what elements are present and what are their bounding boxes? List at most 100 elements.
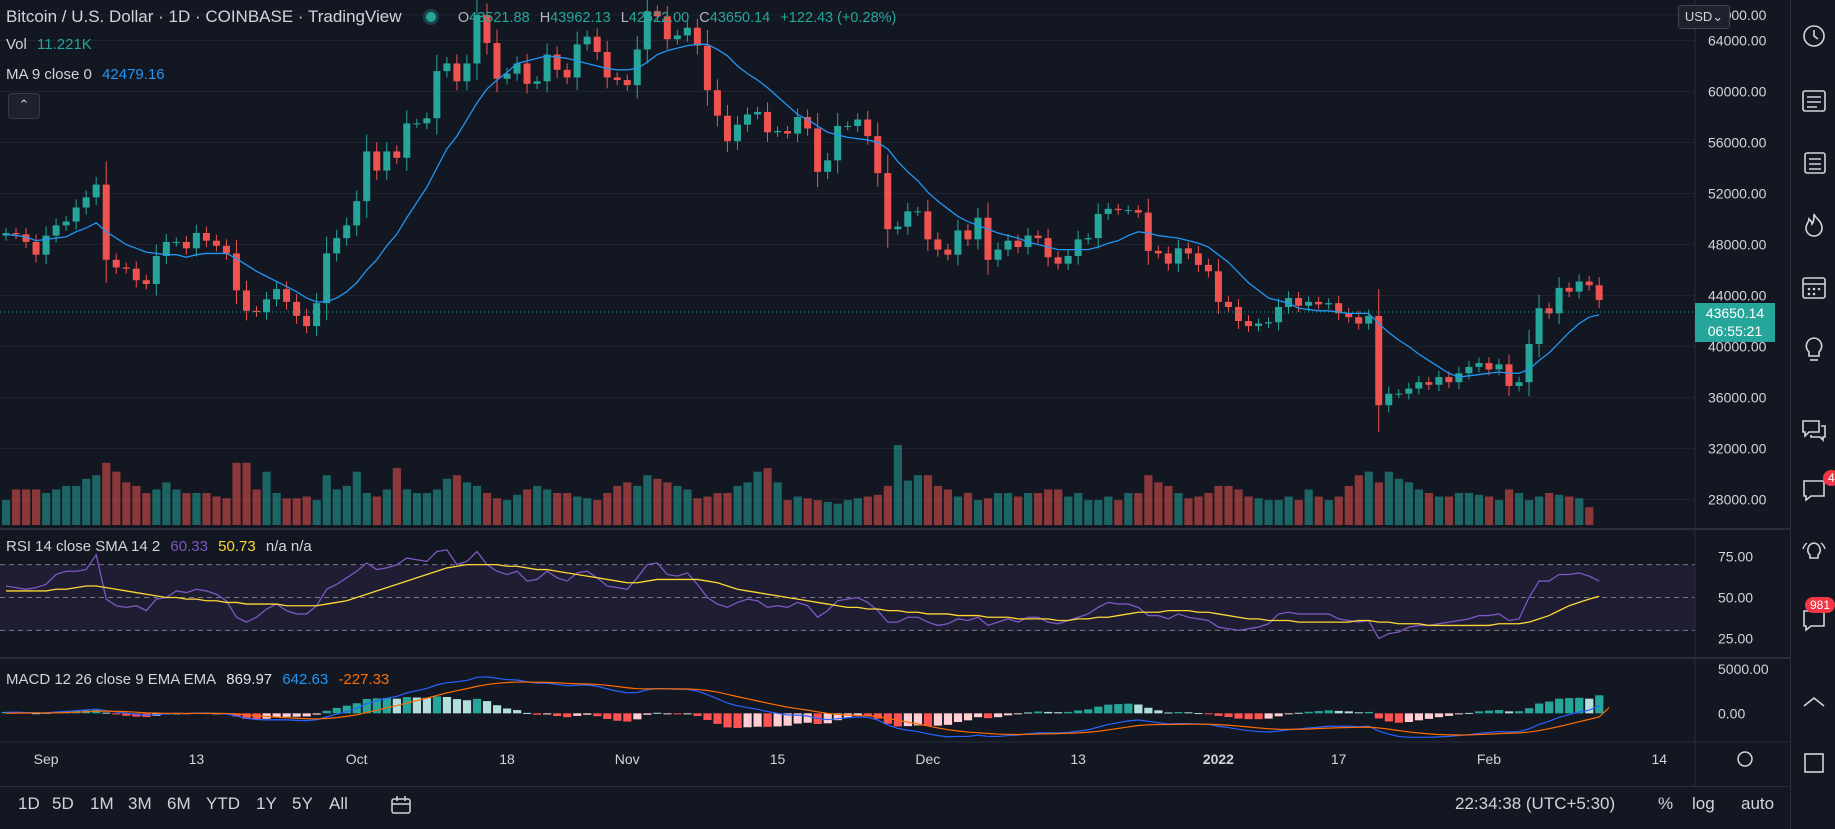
volume-bar [883,485,892,525]
candle-body [1164,253,1172,264]
volume-legend[interactable]: Vol 11.221K [6,36,98,53]
volume-bar [893,445,902,525]
notifications-icon[interactable] [1799,475,1829,505]
collapse-legend-button[interactable]: ⌃ [8,93,40,119]
range-ytd[interactable]: YTD [206,794,240,813]
volume-bar [192,493,201,525]
candle-body [994,249,1002,260]
range-all[interactable]: All [329,794,348,813]
symbol-title[interactable]: Bitcoin / U.S. Dollar · 1D · COINBASE · … [6,7,402,26]
macd-histogram-bar [302,713,311,717]
range-5y[interactable]: 5Y [292,794,313,813]
chart-settings-gear-icon[interactable] [1737,751,1753,767]
macd-histogram-bar [723,713,732,728]
auto-scale-toggle[interactable]: auto [1741,794,1775,813]
candle-body [623,80,631,86]
macd-histogram-bar [1134,704,1143,714]
range-6m[interactable]: 6M [167,794,191,813]
range-1m[interactable]: 1M [90,794,114,813]
volume-bar [1074,493,1083,525]
candle-body [112,259,120,268]
volume-bar [32,489,41,525]
candle-body [954,230,962,255]
candle-body [563,69,571,78]
rsi-tick-label: 75.00 [1718,548,1753,564]
volume-bar [1034,493,1043,525]
macd-histogram-bar [973,713,983,718]
candle-body [253,310,260,313]
macd-histogram-bar [563,713,572,718]
range-1y[interactable]: 1Y [256,794,277,813]
macd-histogram-bar [653,712,662,714]
candlesticks [2,0,1603,432]
macd-histogram-bar [1284,713,1293,715]
macd-legend[interactable]: MACD 12 26 close 9 EMA EMA 869.97 642.63… [6,671,395,688]
volume-bar [693,498,702,525]
macd-histogram-bar [1464,712,1474,714]
clock[interactable]: 22:34:38 (UTC+5:30) [1455,794,1616,813]
volume-bar [1104,496,1113,525]
macd-histogram-bar [1404,713,1413,723]
macd-value: 869.97 [226,671,273,688]
macd-histogram-bar [923,713,933,726]
ideas-lightbulb-icon[interactable] [1799,334,1829,364]
volume-bar [1464,493,1474,525]
macd-histogram-bar [322,710,331,714]
macd-histogram-bar [1505,711,1514,714]
signals-lightbulb-icon[interactable] [1799,537,1829,567]
candle-body [263,299,271,313]
macd-histogram-bar [763,713,772,727]
watchlist-icon[interactable] [1799,86,1829,116]
price-tick-label: 48000.00 [1708,237,1767,253]
volume-bar [1194,496,1203,525]
candle-body [553,54,561,70]
rsi-legend[interactable]: RSI 14 close SMA 14 2 60.33 50.73 n/a n/… [6,538,318,555]
alarm-clock-icon[interactable] [1799,20,1829,50]
volume-bar [152,489,161,525]
macd-histogram-bar [1575,697,1584,714]
candle-body [2,233,10,236]
messages-icon[interactable] [1799,605,1829,635]
candle-body [473,15,481,64]
details-list-icon[interactable] [1799,148,1829,178]
currency-button[interactable]: USD⌄ [1678,5,1730,29]
hotlist-fire-icon[interactable] [1799,210,1829,240]
candle-body [142,280,150,285]
volume-bar [1434,496,1444,525]
macd-histogram-bar [573,713,582,716]
time-tick-label: 2022 [1203,751,1234,767]
candle-body [22,234,30,242]
range-3m[interactable]: 3M [128,794,152,813]
notifications-badge: 981 [1805,597,1835,613]
candle-body [874,136,882,174]
volume-bar [72,485,81,525]
candle-body [503,73,511,79]
percent-scale-toggle[interactable]: % [1658,794,1674,813]
chats-icon[interactable] [1799,415,1829,445]
candle-body [333,238,341,254]
volume-bar [753,471,762,525]
volume-bar [873,494,882,525]
macd-histogram-bar [983,713,993,719]
volume-bar [1515,493,1524,525]
volume-bar [973,500,983,525]
range-5d[interactable]: 5D [52,794,74,813]
candle-body [1385,393,1393,406]
date-range-icon[interactable] [390,795,412,815]
volume-bar [312,500,321,525]
candle-body [1265,322,1273,324]
fullscreen-icon[interactable] [1799,748,1829,778]
candle-body [1074,239,1082,256]
ma-legend[interactable]: MA 9 close 0 42479.16 [6,66,171,83]
log-scale-toggle[interactable]: log [1692,794,1715,813]
volume-bar [1164,485,1173,525]
macd-histogram-bar [1444,713,1454,716]
macd-hist-value: -227.33 [338,671,390,688]
collapse-chevron-icon[interactable] [1799,688,1829,718]
macd-histogram-bar [412,697,422,714]
range-1d[interactable]: 1D [18,794,40,813]
macd-histogram-bar [1014,713,1023,715]
macd-histogram-bar [472,698,482,714]
calendar-icon[interactable] [1799,272,1829,302]
